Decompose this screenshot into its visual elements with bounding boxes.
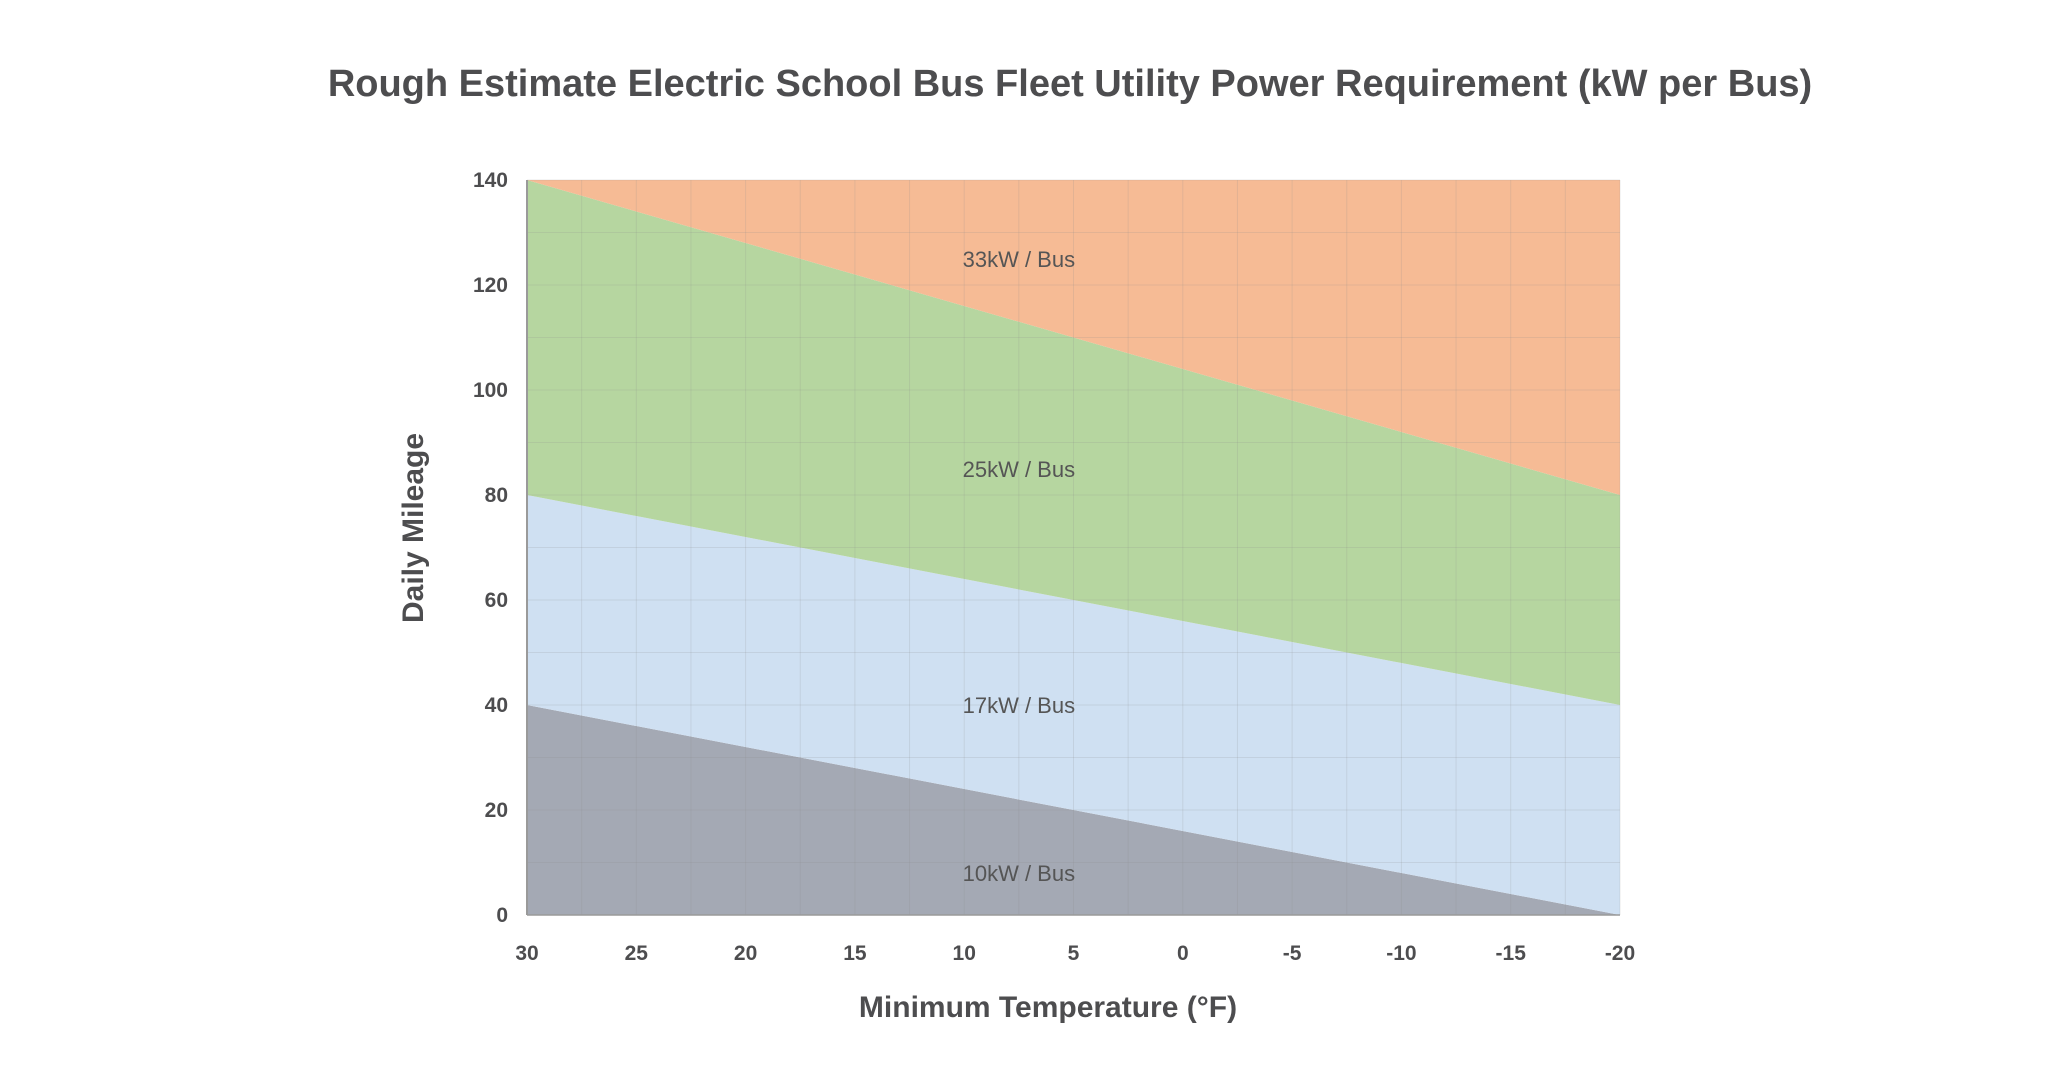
band-labels-layer: 10kW / Bus 17kW / Bus 25kW / Bus 33kW / Bus [963, 247, 1075, 886]
x-tick-label: 5 [1068, 942, 1080, 965]
x-tick-label: -5 [1283, 942, 1302, 965]
x-tick-label: 30 [515, 942, 538, 965]
x-axis-ticks: 30 25 20 15 10 5 0 -5 -10 -15 -20 [515, 942, 1635, 965]
bands-layer [527, 180, 1620, 915]
band-area-3 [527, 180, 1620, 705]
x-tick-label: 25 [625, 942, 649, 965]
y-tick-label: 120 [473, 274, 508, 297]
x-tick-label: -10 [1386, 942, 1416, 965]
y-tick-label: 140 [473, 169, 508, 192]
chart-title: Rough Estimate Electric School Bus Fleet… [328, 63, 1812, 105]
y-tick-label: 20 [485, 799, 508, 822]
band-label-4: 33kW / Bus [963, 247, 1075, 272]
x-tick-label: 0 [1177, 942, 1189, 965]
x-tick-label: 10 [953, 942, 976, 965]
x-tick-label: 20 [734, 942, 757, 965]
grid-layer [526, 179, 1621, 916]
band-label-3: 25kW / Bus [963, 457, 1075, 482]
band-label-2: 17kW / Bus [963, 693, 1075, 718]
band-label-1: 10kW / Bus [963, 861, 1075, 886]
x-tick-label: -15 [1496, 942, 1527, 965]
x-axis-title: Minimum Temperature (°F) [859, 991, 1237, 1024]
y-axis-ticks: 0 20 40 60 80 100 120 140 [473, 169, 508, 927]
y-tick-label: 60 [485, 589, 508, 612]
y-tick-label: 100 [473, 379, 508, 402]
y-axis-title: Daily Mileage [397, 433, 430, 623]
y-tick-label: 0 [496, 904, 508, 927]
y-tick-label: 80 [485, 484, 508, 507]
band-area-2 [527, 495, 1620, 915]
band-area-4 [527, 180, 1620, 495]
y-tick-label: 40 [485, 694, 508, 717]
x-tick-label: 15 [843, 942, 867, 965]
x-tick-label: -20 [1605, 942, 1635, 965]
